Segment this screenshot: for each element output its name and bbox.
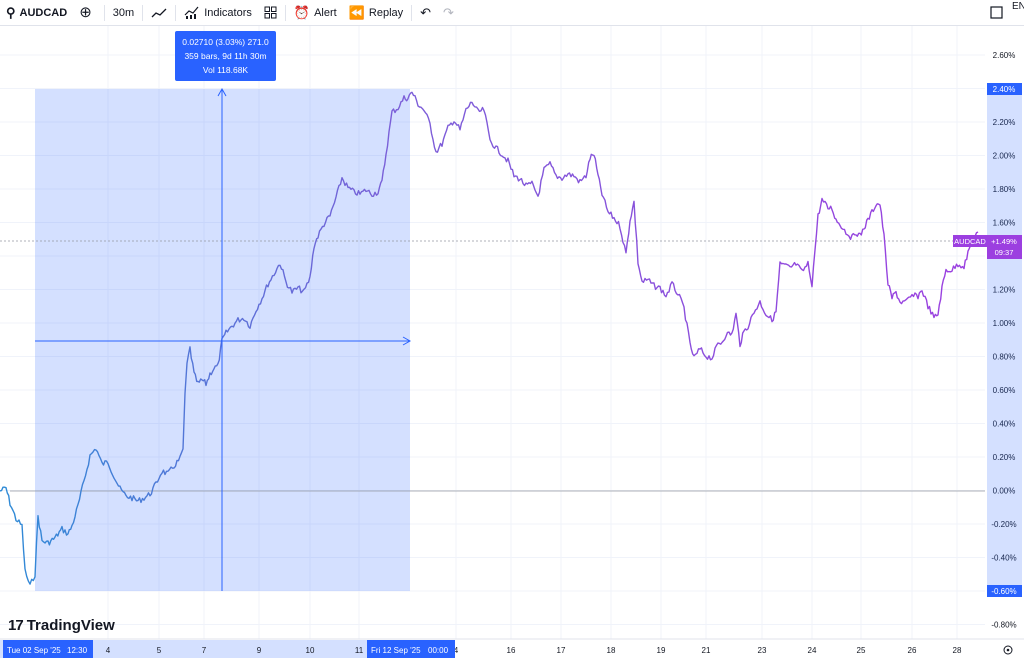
alarm-clock-icon: ⏰ <box>293 5 311 20</box>
symbol-search[interactable]: ⚲ AUDCAD <box>0 0 73 25</box>
divider <box>103 4 105 21</box>
templates-button[interactable] <box>258 0 283 25</box>
measure-line-2: 359 bars, 9d 11h 30m <box>184 51 266 61</box>
measure-line-1: 0.02710 (3.03%) 271.0 <box>182 37 269 47</box>
price-tick-label: 0.20% <box>993 453 1016 462</box>
redo-button[interactable]: ↷ <box>437 0 460 25</box>
time-tick-label: 19 <box>657 646 666 655</box>
replay-button[interactable]: ⏪ Replay <box>343 0 409 25</box>
time-tick-label: 7 <box>202 646 207 655</box>
compare-button[interactable]: ⊕ <box>73 0 102 25</box>
vertical-gridlines <box>107 26 958 639</box>
indicators-label: Indicators <box>204 6 252 19</box>
time-tick-label: 4 <box>106 646 111 655</box>
alert-button[interactable]: ⏰ Alert <box>288 0 343 25</box>
price-axis-range-band <box>987 95 1022 585</box>
line-chart-icon <box>151 8 167 17</box>
alert-label: Alert <box>314 6 337 19</box>
time-axis-range-band <box>0 640 455 658</box>
time-tick-label: 24 <box>808 646 817 655</box>
square-icon <box>990 6 1003 19</box>
price-tick-label: 0.60% <box>993 386 1016 395</box>
time-tick-label: 25 <box>857 646 866 655</box>
price-tick-label: -0.20% <box>991 520 1016 529</box>
time-end-time: 00:00 <box>428 646 449 655</box>
time-tick-label: 16 <box>507 646 516 655</box>
time-end-badge <box>367 640 455 658</box>
time-start-date: Tue 02 Sep '25 <box>7 646 61 655</box>
price-tick-label: 2.00% <box>993 152 1016 161</box>
divider <box>175 4 177 21</box>
price-axis-highlight-top-label: 2.40% <box>993 85 1016 94</box>
time-start-badge <box>3 640 93 658</box>
price-axis-highlight-top <box>987 83 1022 95</box>
indicators-button[interactable]: Indicators <box>178 0 258 25</box>
replay-label: Replay <box>368 6 404 19</box>
time-tick-label: 17 <box>557 646 566 655</box>
price-tick-label: 1.20% <box>993 286 1016 295</box>
symbol-tag-label: AUDCAD <box>954 237 986 246</box>
last-price-badge <box>987 235 1022 259</box>
language-button[interactable]: EN <box>1012 0 1024 19</box>
chart-type-button[interactable] <box>145 0 173 25</box>
measure-arrow-head-right <box>402 336 412 346</box>
interval-button[interactable]: 30m <box>107 0 140 25</box>
time-tick-label: 21 <box>702 646 711 655</box>
price-tick-label: -0.40% <box>991 554 1016 563</box>
time-tick-label: 11 <box>355 646 364 655</box>
time-tick-label: 28 <box>953 646 962 655</box>
axis-settings-icon[interactable] <box>1003 645 1013 655</box>
top-toolbar: ⚲ AUDCAD ⊕ 30m Indicators ⏰ Alert ⏪ Repl… <box>0 0 1024 26</box>
tradingview-logo[interactable]: 17 TradingView <box>8 615 115 635</box>
add-circle-icon: ⊕ <box>79 4 92 21</box>
price-tick-label: 0.00% <box>993 487 1016 496</box>
time-tick-label: 5 <box>157 646 162 655</box>
fullscreen-button[interactable] <box>990 0 1003 25</box>
time-start-time: 12:30 <box>67 646 88 655</box>
redo-icon: ↷ <box>443 4 454 20</box>
horizontal-gridlines <box>0 54 985 625</box>
symbol-tag <box>953 235 987 247</box>
tradingview-logo-text: TradingView <box>26 616 115 634</box>
price-tick-label: 1.80% <box>993 185 1016 194</box>
price-tick-label: -0.80% <box>991 621 1016 630</box>
time-tick-label: 10 <box>306 646 315 655</box>
interval-label: 30m <box>112 6 135 19</box>
divider <box>284 4 286 21</box>
price-tick-label: 2.20% <box>993 118 1016 127</box>
indicators-icon <box>184 6 199 19</box>
time-end-date: Fri 12 Sep '25 <box>371 646 421 655</box>
measure-tooltip: 0.02710 (3.03%) 271.0 359 bars, 9d 11h 3… <box>175 31 276 81</box>
language-label: EN <box>1012 1 1024 12</box>
time-tick-label: 18 <box>607 646 616 655</box>
layout-grid-icon <box>264 6 277 19</box>
time-tick-label: 9 <box>257 646 262 655</box>
price-tick-label: 1.60% <box>993 219 1016 228</box>
divider <box>411 4 413 21</box>
undo-icon: ↶ <box>420 4 432 20</box>
undo-button[interactable]: ↶ <box>414 0 437 25</box>
price-series-line <box>0 91 979 585</box>
price-tick-label: 0.80% <box>993 353 1016 362</box>
price-tick-label: 1.00% <box>993 319 1016 328</box>
search-icon: ⚲ <box>6 5 16 20</box>
divider <box>142 4 144 21</box>
price-axis-highlight-bottom-label: -0.60% <box>991 587 1016 596</box>
price-tick-label: 0.40% <box>993 420 1016 429</box>
chart-canvas[interactable]: 0.02710 (3.03%) 271.0 359 bars, 9d 11h 3… <box>0 26 1024 664</box>
time-tick-label: 4 <box>454 646 459 655</box>
time-tick-label: 23 <box>758 646 767 655</box>
bar-countdown: 09:37 <box>995 248 1014 257</box>
symbol-label: AUDCAD <box>19 6 68 19</box>
time-axis[interactable]: 4 5 7 9 10 11 4 16 17 18 19 21 23 24 25 26 28 <box>106 646 962 655</box>
measure-arrow-head-up <box>217 87 227 97</box>
last-price-change: +1.49% <box>991 237 1017 246</box>
price-axis-highlight-bottom <box>987 585 1022 597</box>
tradingview-mark-icon: 17 <box>8 616 24 634</box>
measure-line-3: Vol 118.68K <box>203 65 249 75</box>
time-axis-background <box>0 640 1024 664</box>
time-tick-label: 26 <box>908 646 917 655</box>
rewind-icon: ⏪ <box>348 5 365 20</box>
price-tick-label: 2.60% <box>993 51 1016 60</box>
